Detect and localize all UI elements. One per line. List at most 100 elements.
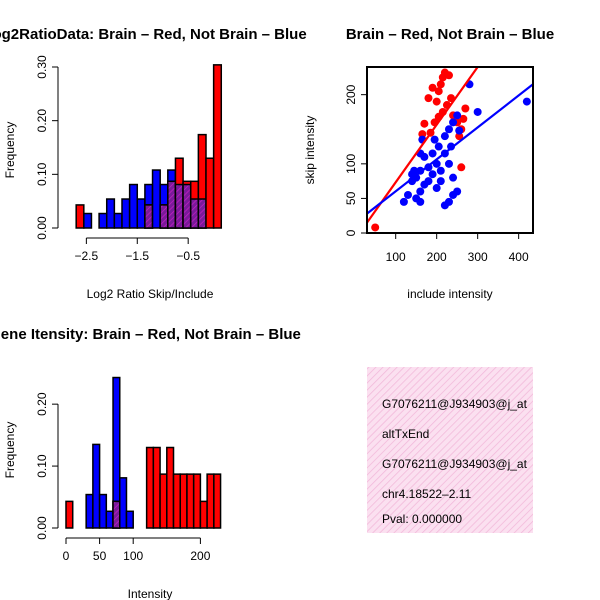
ratio-bar-brain (75, 204, 85, 229)
intensity-bar-brain (206, 473, 215, 529)
scatter-point-notbrain (522, 97, 531, 106)
ratio-bar-overlap (174, 183, 184, 229)
ratio-y-tick-label: 0.20 (35, 109, 49, 133)
intensity-bar-brain (192, 473, 202, 529)
ratio-histogram-panel: Log2RatioData: Brain – Red, Not Brain – … (0, 26, 307, 301)
scatter-x-tick-label: 200 (427, 250, 447, 264)
ratio-histogram-title: Log2RatioData: Brain – Red, Not Brain – … (0, 26, 307, 43)
ratio-bar-overlap (144, 204, 154, 229)
intensity-y-tick-label: 0.20 (35, 392, 49, 416)
scatter-point-brain (457, 163, 466, 172)
intensity-histogram-ylabel: Frequency (3, 422, 17, 479)
scatter-point-brain (434, 87, 443, 96)
scatter-point-brain (459, 114, 468, 123)
scatter-point-brain (461, 104, 470, 113)
scatter-point-brain (436, 80, 445, 89)
ratio-bar-brain (212, 64, 223, 229)
ratio-bar-overlap (189, 198, 200, 229)
scatter-point-notbrain (410, 166, 419, 175)
scatter-xlabel: include intensity (407, 287, 492, 301)
scatter-point-notbrain (432, 184, 441, 193)
intensity-y-tick-label: 0.10 (35, 454, 49, 478)
ratio-x-tick-label: −2.5 (75, 249, 99, 263)
intensity-bar-notbrain (125, 510, 134, 529)
intensity-x-tick-label: 0 (63, 549, 70, 563)
annotation-pval: Pval: 0.000000 (382, 512, 462, 526)
annotation-event-type: altTxEnd (382, 427, 429, 441)
scatter-point-notbrain (416, 197, 425, 206)
scatter-point-notbrain (440, 201, 449, 210)
intensity-bar-brain (172, 473, 181, 529)
scatter-fit-line-brain (367, 67, 479, 224)
intensity-x-tick-label: 50 (93, 549, 107, 563)
scatter-point-notbrain (403, 190, 412, 199)
annotation-background (367, 367, 533, 533)
ratio-histogram-xlabel: Log2 Ratio Skip/Include (87, 287, 214, 301)
intensity-x-tick-label: 100 (123, 549, 143, 563)
scatter-point-notbrain (444, 125, 453, 134)
ratio-histogram-bars (75, 64, 223, 229)
scatter-fit-line-notbrain (367, 83, 533, 215)
ratio-x-tick-label: −1.5 (125, 249, 149, 263)
intensity-histogram-title: Gene Itensity: Brain – Red, Not Brain – … (0, 326, 301, 343)
intensity-x-tick-label: 200 (190, 549, 210, 563)
intensity-histogram-panel: Gene Itensity: Brain – Red, Not Brain – … (0, 326, 301, 600)
intensity-histogram-xlabel: Intensity (128, 587, 173, 600)
intensity-y-tick-label: 0.00 (35, 516, 49, 540)
intensity-histogram-axes: 0 50 100 200 0.00 0.10 0.20 (35, 392, 211, 563)
intensity-bar-brain (152, 446, 161, 529)
ratio-bar-notbrain (136, 198, 146, 229)
scatter-point-notbrain (430, 135, 439, 144)
ratio-histogram-axes: −2.5 −1.5 −0.5 0.00 0.10 0.20 0.30 (35, 55, 200, 263)
ratio-bar-overlap (159, 204, 169, 229)
scatter-point-notbrain (449, 173, 458, 182)
intensity-bar-brain (179, 473, 188, 529)
scatter-point-notbrain (428, 149, 437, 158)
ratio-bar-overlap (197, 198, 207, 229)
scatter-point-brain (444, 71, 453, 80)
scatter-point-brain (420, 119, 429, 128)
scatter-point-notbrain (473, 107, 482, 116)
intensity-bar-notbrain (92, 443, 101, 529)
scatter-point-notbrain (416, 187, 425, 196)
annotation-location: chr4.18522–2.11 (382, 487, 472, 501)
scatter-x-tick-label: 400 (509, 250, 529, 264)
scatter-y-tick-label: 50 (344, 191, 358, 205)
ratio-bar-brain (205, 157, 215, 229)
scatter-y-tick-label: 0 (344, 229, 358, 236)
scatter-point-notbrain (440, 132, 449, 141)
ratio-bar-notbrain (98, 212, 108, 229)
scatter-y-tick-label: 100 (344, 154, 358, 174)
intensity-bar-brain (166, 446, 175, 529)
scatter-point-notbrain (449, 118, 458, 127)
ratio-bar-notbrain (113, 212, 123, 229)
scatter-x-tick-label: 100 (386, 250, 406, 264)
intensity-bar-brain (186, 473, 195, 529)
scatter-x-tick-label: 300 (468, 250, 488, 264)
scatter-point-notbrain (455, 126, 464, 135)
scatter-frame (366, 66, 534, 234)
ratio-y-tick-label: 0.00 (35, 216, 49, 240)
ratio-x-tick-label: −0.5 (176, 249, 200, 263)
ratio-histogram-ylabel: Frequency (3, 122, 17, 179)
ratio-bar-notbrain (128, 183, 139, 229)
intensity-bar-brain (213, 473, 222, 529)
scatter-point-brain (455, 132, 464, 141)
scatter-point-notbrain (428, 170, 437, 179)
intensity-bar-notbrain (119, 477, 128, 529)
ratio-bar-overlap (182, 183, 192, 229)
intensity-bar-overlap (112, 500, 121, 529)
ratio-bar-notbrain (105, 198, 116, 229)
intensity-bar-notbrain (98, 493, 108, 529)
scatter-y-tick-label: 200 (344, 84, 358, 104)
scatter-point-notbrain (453, 111, 462, 120)
intensity-bar-brain (159, 473, 168, 529)
scatter-point-brain (428, 83, 437, 92)
ratio-bar-overlap (167, 180, 177, 229)
annotation-probe-id-2: G7076211@J934903@j_at (382, 457, 528, 471)
ratio-bar-notbrain (121, 198, 131, 229)
intensity-bar-brain (145, 446, 155, 529)
scatter-point-notbrain (399, 197, 408, 206)
scatter-point-brain (432, 97, 441, 106)
